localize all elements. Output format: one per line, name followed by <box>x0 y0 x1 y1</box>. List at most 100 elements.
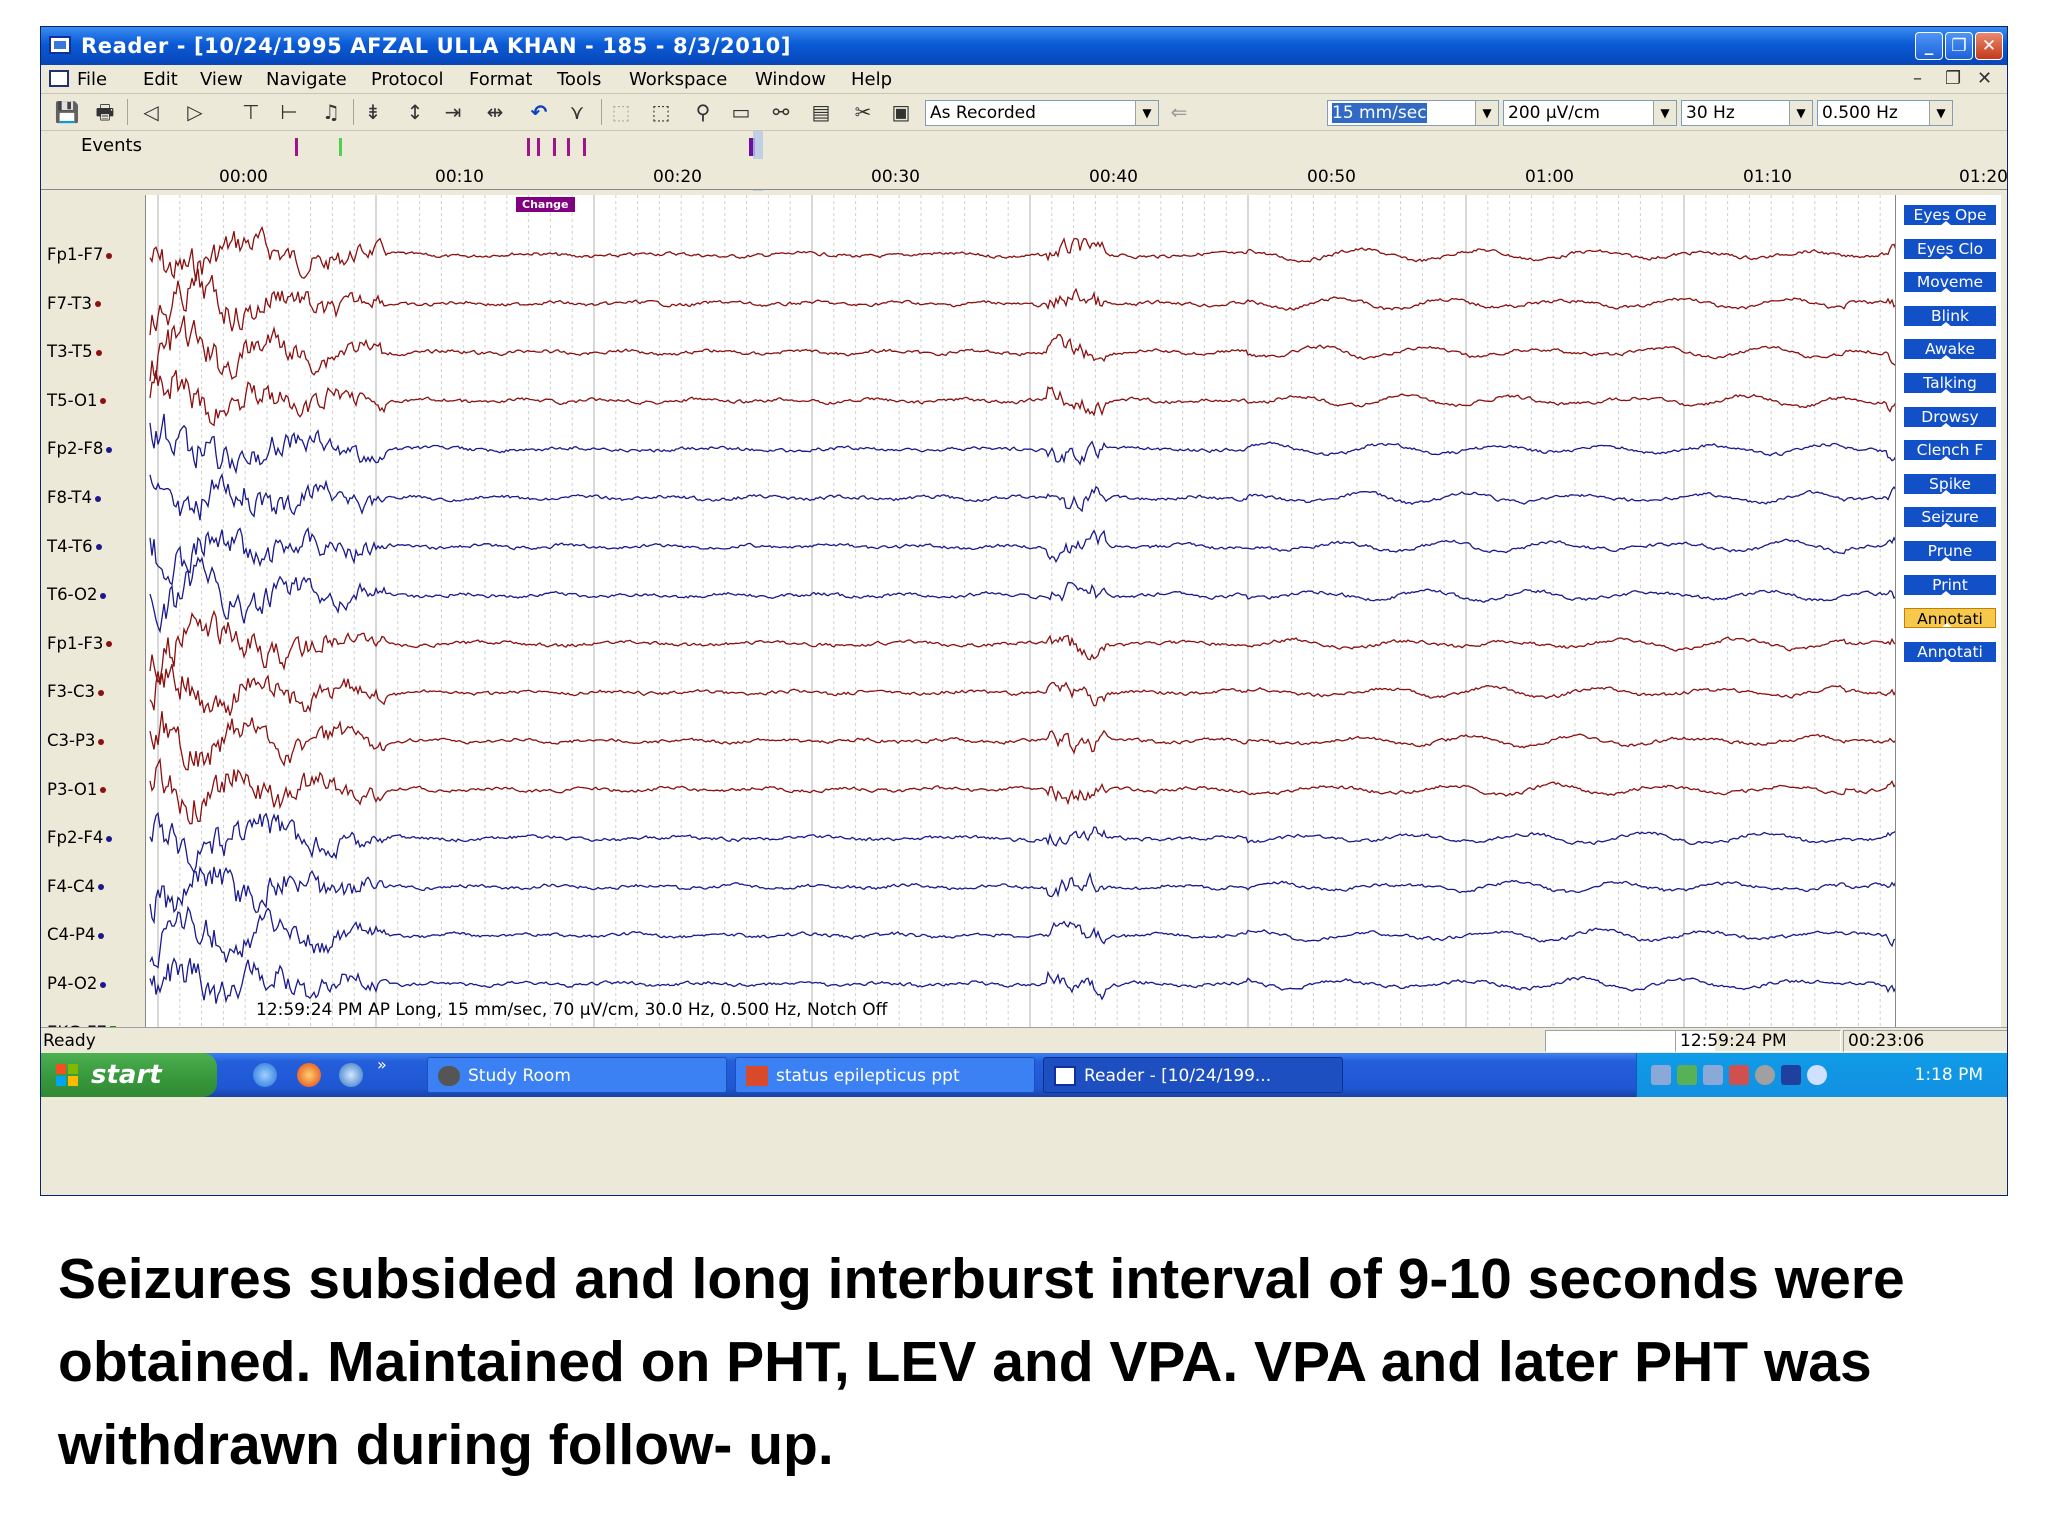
time-compress-icon[interactable]: ⇥ <box>444 100 462 124</box>
channel-label-t5-o1[interactable]: T5-O1 <box>47 391 107 410</box>
event-marker[interactable] <box>553 138 556 156</box>
start-button[interactable]: start <box>41 1053 217 1097</box>
internet-explorer-icon[interactable] <box>253 1063 277 1087</box>
close-button[interactable]: ✕ <box>1975 32 2003 60</box>
channel-label-p4-o2[interactable]: P4-O2 <box>47 974 107 993</box>
tape-icon[interactable]: ⚯ <box>772 100 790 124</box>
task-reader[interactable]: Reader - [10/24/199... <box>1043 1057 1343 1093</box>
save-icon[interactable]: 💾 <box>54 100 80 124</box>
event-button-talking[interactable]: Talking <box>1904 373 1996 393</box>
network-error-icon[interactable] <box>1729 1065 1749 1085</box>
event-marker[interactable] <box>567 138 570 156</box>
channel-label-t6-o2[interactable]: T6-O2 <box>47 585 107 604</box>
mdi-close-button[interactable]: ✕ <box>1977 68 1993 89</box>
menu-format[interactable]: Format <box>469 69 533 90</box>
low-filter-select[interactable]: 0.500 Hz ▼ <box>1817 100 1953 126</box>
event-marker[interactable] <box>583 138 586 156</box>
event-marker[interactable] <box>537 138 540 156</box>
users-icon[interactable] <box>1677 1065 1697 1085</box>
events-bar[interactable]: Events <box>41 131 2007 191</box>
display-icon[interactable] <box>1781 1065 1801 1085</box>
document-icon[interactable] <box>49 70 69 87</box>
music-icon[interactable]: ♫ <box>322 100 340 124</box>
channel-label-fp1-f7[interactable]: Fp1-F7 <box>47 245 113 264</box>
event-marker[interactable] <box>295 138 298 156</box>
network-icon[interactable] <box>1651 1065 1671 1085</box>
task-powerpoint[interactable]: status epilepticus ppt <box>735 1057 1035 1093</box>
channel-label-f3-c3[interactable]: F3-C3 <box>47 682 104 701</box>
mdi-restore-button[interactable]: ❐ <box>1945 68 1962 89</box>
event-button-prune[interactable]: Prune <box>1904 541 1996 561</box>
event-marker[interactable] <box>749 138 755 156</box>
back-arrow-icon[interactable]: ⇐ <box>1170 100 1188 124</box>
region-icon[interactable]: ⬚ <box>651 100 671 124</box>
maximize-button[interactable]: ❐ <box>1945 32 1973 60</box>
change-annotation[interactable]: Change <box>516 197 575 212</box>
zoom-icon[interactable]: ⚲ <box>695 100 711 124</box>
menu-view[interactable]: View <box>200 69 243 90</box>
menu-edit[interactable]: Edit <box>143 69 178 90</box>
montage-select[interactable]: As Recorded ▼ <box>925 100 1159 126</box>
wireless-icon[interactable] <box>1807 1065 1827 1085</box>
undo-icon[interactable]: ↶ <box>530 100 548 124</box>
quicklaunch-chevron[interactable]: » <box>377 1055 387 1074</box>
channel-label-f4-c4[interactable]: F4-C4 <box>47 877 104 896</box>
event-button-awake[interactable]: Awake <box>1904 339 1996 360</box>
menu-window[interactable]: Window <box>755 69 826 90</box>
channel-label-f7-t3[interactable]: F7-T3 <box>47 294 102 313</box>
event-button-print[interactable]: Print <box>1904 574 1996 595</box>
window-icon[interactable]: ▣ <box>891 100 911 124</box>
sensitivity-select[interactable]: 200 µV/cm ▼ <box>1503 100 1677 126</box>
event-button-seizure[interactable]: Seizure <box>1904 507 1996 528</box>
outlook-icon[interactable] <box>339 1063 363 1087</box>
task-study-room[interactable]: Study Room <box>427 1057 727 1093</box>
cut-icon[interactable]: ✂ <box>854 100 872 124</box>
event-marker[interactable] <box>527 138 530 156</box>
channel-label-fp1-f3[interactable]: Fp1-F3 <box>47 634 113 653</box>
marker2-icon[interactable]: ⊢ <box>280 100 298 124</box>
calc-icon[interactable]: ▤ <box>811 100 831 124</box>
video-icon[interactable]: ▭ <box>731 100 751 124</box>
time-ruler[interactable]: 00:00 00:10 00:20 00:30 00:40 00:50 01:0… <box>41 159 2007 190</box>
eeg-plot[interactable]: Change 12:59:24 PM AP Long, 15 mm/sec, 7… <box>145 195 1936 1027</box>
channel-label-f8-t4[interactable]: F8-T4 <box>47 488 102 507</box>
channel-label-fp2-f4[interactable]: Fp2-F4 <box>47 828 113 847</box>
event-button-clench-f[interactable]: Clench F <box>1904 440 1996 461</box>
time-expand-icon[interactable]: ⇹ <box>486 100 504 124</box>
mdi-minimize-button[interactable]: – <box>1913 68 1922 89</box>
channel-label-t3-t5[interactable]: T3-T5 <box>47 342 102 361</box>
channel-label-c3-p3[interactable]: C3-P3 <box>47 731 105 750</box>
select-icon[interactable]: ⬚ <box>611 100 631 124</box>
menu-protocol[interactable]: Protocol <box>371 69 444 90</box>
event-button-annotati[interactable]: Annotati <box>1904 608 1996 629</box>
volume-icon[interactable] <box>1755 1065 1775 1085</box>
event-button-eyes-clo[interactable]: Eyes Clo <box>1904 238 1996 259</box>
event-button-blink[interactable]: Blink <box>1904 305 1996 326</box>
channel-label-fp2-f8[interactable]: Fp2-F8 <box>47 439 113 458</box>
menu-workspace[interactable]: Workspace <box>629 69 728 90</box>
menu-navigate[interactable]: Navigate <box>266 69 347 90</box>
print-icon[interactable]: 🖶 <box>95 100 115 124</box>
vertical-expand-icon[interactable]: ↕ <box>406 100 424 124</box>
title-bar[interactable]: Reader - [10/24/1995 AFZAL ULLA KHAN - 1… <box>41 27 2007 65</box>
menu-help[interactable]: Help <box>851 69 893 90</box>
event-button-spike[interactable]: Spike <box>1904 473 1996 494</box>
monitor-icon[interactable] <box>1703 1065 1723 1085</box>
menu-tools[interactable]: Tools <box>557 69 602 90</box>
event-button-drowsy[interactable]: Drowsy <box>1904 406 1996 427</box>
next-page-icon[interactable]: ▷ <box>187 100 203 124</box>
high-filter-select[interactable]: 30 Hz ▼ <box>1681 100 1813 126</box>
menu-file[interactable]: File <box>77 69 108 90</box>
event-marker[interactable] <box>339 138 342 156</box>
channel-label-p3-o1[interactable]: P3-O1 <box>47 780 107 799</box>
speed-select[interactable]: 15 mm/sec ▼ <box>1327 100 1499 126</box>
channel-label-t4-t6[interactable]: T4-T6 <box>47 537 102 556</box>
minimize-button[interactable]: _ <box>1915 32 1943 60</box>
prev-page-icon[interactable]: ◁ <box>143 100 159 124</box>
marker-icon[interactable]: ⊤ <box>242 100 260 124</box>
event-button-moveme[interactable]: Moveme <box>1904 272 1996 293</box>
browser-icon[interactable] <box>297 1063 321 1087</box>
event-button-annotati[interactable]: Annotati <box>1904 641 1996 662</box>
dropdown-v-icon[interactable]: ⋎ <box>569 100 585 124</box>
vertical-compress-icon[interactable]: ⇟ <box>364 100 382 124</box>
